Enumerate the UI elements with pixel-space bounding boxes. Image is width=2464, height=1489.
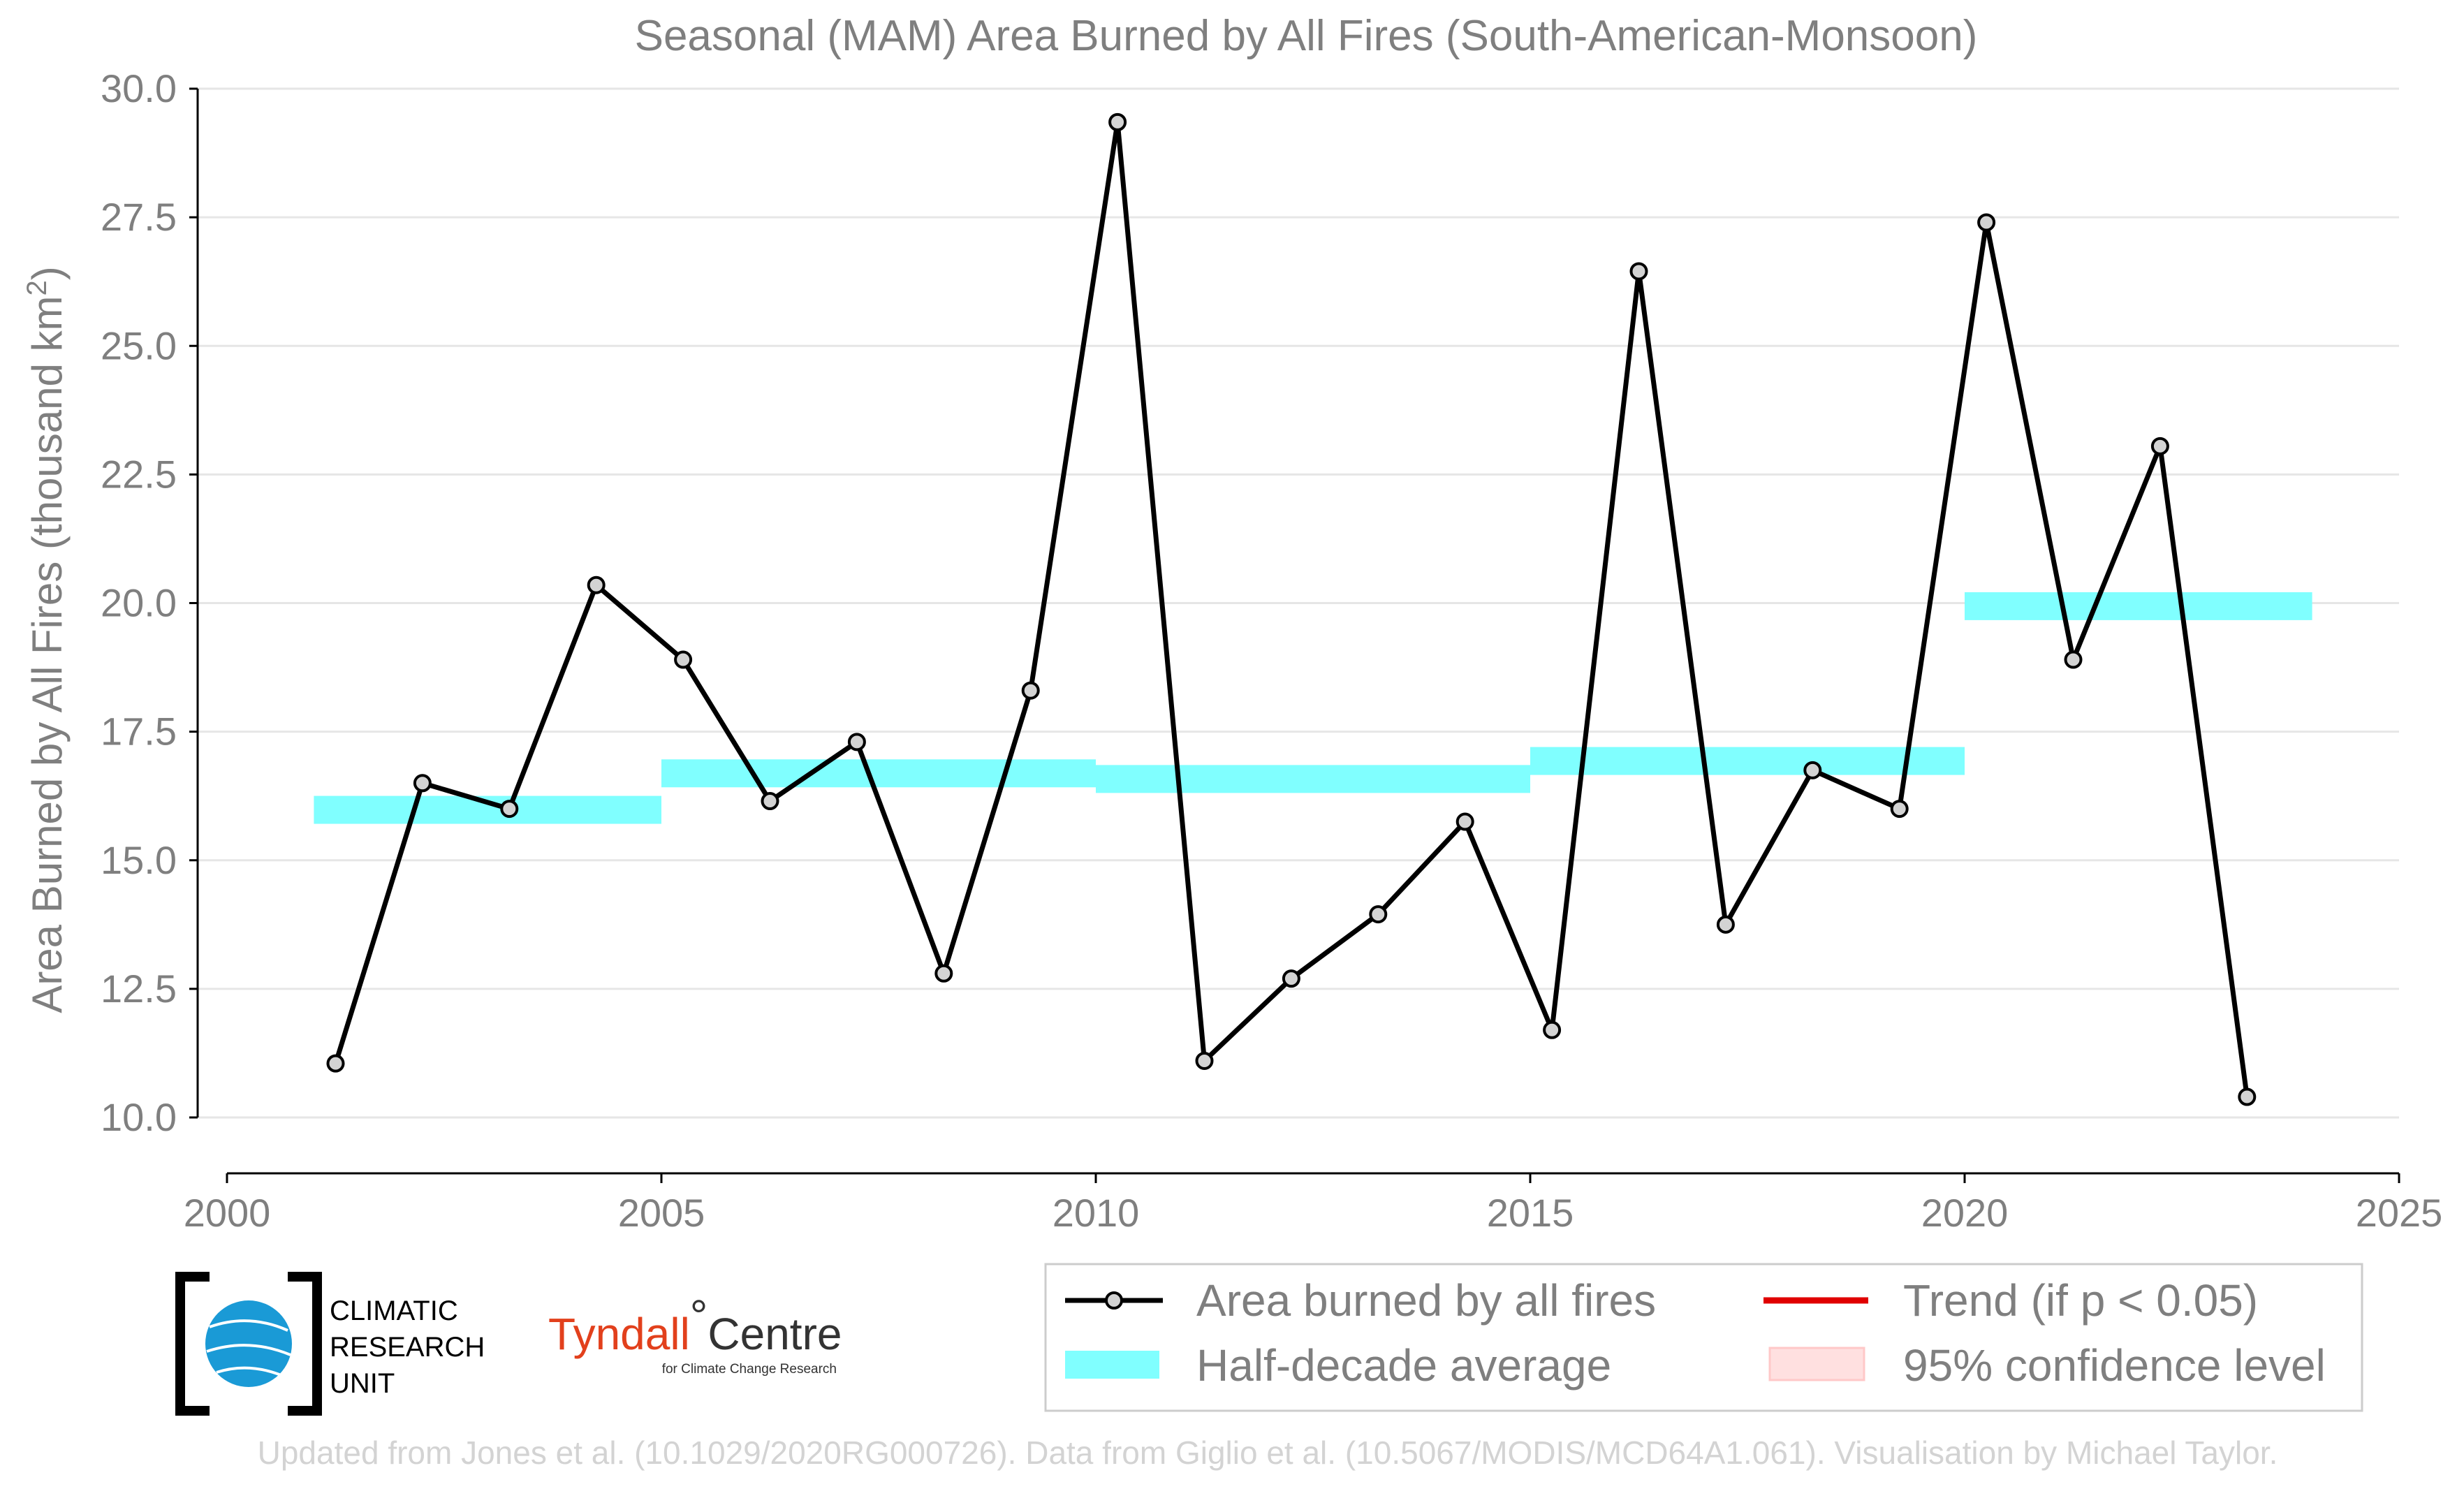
data-point xyxy=(1803,761,1822,779)
data-point xyxy=(1195,1051,1214,1070)
cru-logo-bracket-right xyxy=(288,1272,322,1416)
globe-lines-icon xyxy=(206,1319,291,1377)
cru-logo-bracket-left xyxy=(175,1272,210,1416)
y-axis-title: Area Burned by All Fires (thousand km2) xyxy=(22,266,71,1013)
cru-line-3: UNIT xyxy=(330,1368,395,1399)
data-point xyxy=(1629,262,1648,281)
chart-title: Seasonal (MAM) Area Burned by All Fires … xyxy=(635,12,1978,60)
x-tick-label: 2005 xyxy=(618,1191,705,1235)
legend-label-confidence: 95% confidence level xyxy=(1903,1340,2326,1391)
series-area-burned xyxy=(326,112,2257,1106)
legend-label-trend: Trend (if p < 0.05) xyxy=(1903,1275,2258,1326)
data-point xyxy=(1021,681,1040,700)
data-point xyxy=(326,1054,345,1073)
data-point xyxy=(500,800,519,819)
data-point xyxy=(674,650,693,669)
data-point xyxy=(1977,213,1996,232)
legend: Area burned by all fires Trend (if p < 0… xyxy=(1044,1263,2363,1412)
cru-line-1: CLIMATIC xyxy=(330,1296,458,1326)
x-axis-ticks: 2000 2005 2010 2015 2020 2025 xyxy=(184,1173,2443,1235)
y-axis-title-text: Area Burned by All Fires (thousand km xyxy=(24,296,71,1013)
half-decade-average-bands xyxy=(314,592,2312,824)
y-tick-label: 27.5 xyxy=(101,195,177,239)
x-tick-label: 2000 xyxy=(184,1191,271,1235)
data-point xyxy=(2238,1087,2257,1106)
x-tick-label: 2010 xyxy=(1053,1191,1140,1235)
data-point xyxy=(413,774,432,793)
data-point xyxy=(1282,969,1300,988)
tyndall-name: Tyndall xyxy=(548,1309,690,1359)
data-point xyxy=(1108,112,1127,131)
tyndall-subtitle: for Climate Change Research xyxy=(662,1362,837,1377)
half-decade-band xyxy=(1096,765,1530,793)
data-point xyxy=(761,792,779,811)
y-tick-label: 12.5 xyxy=(101,967,177,1011)
y-tick-label: 30.0 xyxy=(101,66,177,110)
half-decade-band xyxy=(661,759,1096,788)
x-tick-label: 2020 xyxy=(1921,1191,2009,1235)
x-tick-label: 2025 xyxy=(2356,1191,2443,1235)
legend-label-area-burned: Area burned by all fires xyxy=(1196,1275,1656,1326)
tyndall-degree: ° xyxy=(690,1291,708,1341)
series-line xyxy=(333,119,2250,1098)
data-point xyxy=(2150,437,2169,455)
y-axis-title-superscript: 2 xyxy=(22,280,52,295)
svg-text:Tyndall°Centre: Tyndall°Centre xyxy=(548,1291,842,1359)
data-point xyxy=(1716,915,1735,934)
y-axis-ticks: 10.0 12.5 15.0 17.5 20.0 22.5 25.0 27.5 30.0 xyxy=(101,66,198,1139)
half-decade-band xyxy=(1965,592,2312,620)
tyndall-centre: Centre xyxy=(707,1309,842,1359)
y-tick-label: 10.0 xyxy=(101,1095,177,1139)
y-axis-title-close: ) xyxy=(24,266,71,280)
x-tick-label: 2015 xyxy=(1487,1191,1574,1235)
legend-label-half-decade: Half-decade average xyxy=(1196,1340,1611,1391)
data-point xyxy=(587,575,606,594)
data-point xyxy=(1890,800,1909,819)
data-credit: Updated from Jones et al. (10.1029/2020R… xyxy=(258,1435,2278,1471)
y-tick-label: 17.5 xyxy=(101,710,177,754)
legend-confidence-symbol xyxy=(1768,1347,1865,1381)
gridlines xyxy=(198,87,2399,1119)
y-tick-label: 22.5 xyxy=(101,452,177,496)
tyndall-logo: Tyndall°Centre for Climate Change Resear… xyxy=(548,1291,842,1377)
cru-logo: CLIMATIC RESEARCH UNIT xyxy=(175,1272,485,1416)
data-point xyxy=(1543,1020,1562,1039)
y-tick-label: 15.0 xyxy=(101,838,177,882)
legend-box xyxy=(1044,1263,2363,1412)
data-point xyxy=(2064,650,2083,669)
y-tick-label: 25.0 xyxy=(101,323,177,367)
data-point xyxy=(934,964,953,983)
data-point xyxy=(847,733,866,751)
legend-half-decade-symbol xyxy=(1065,1351,1159,1379)
y-tick-label: 20.0 xyxy=(101,581,177,625)
cru-line-2: RESEARCH xyxy=(330,1332,485,1363)
half-decade-band xyxy=(1530,747,1965,775)
data-point xyxy=(1455,812,1474,831)
data-point xyxy=(1369,905,1388,924)
legend-marker-symbol xyxy=(1105,1291,1123,1310)
